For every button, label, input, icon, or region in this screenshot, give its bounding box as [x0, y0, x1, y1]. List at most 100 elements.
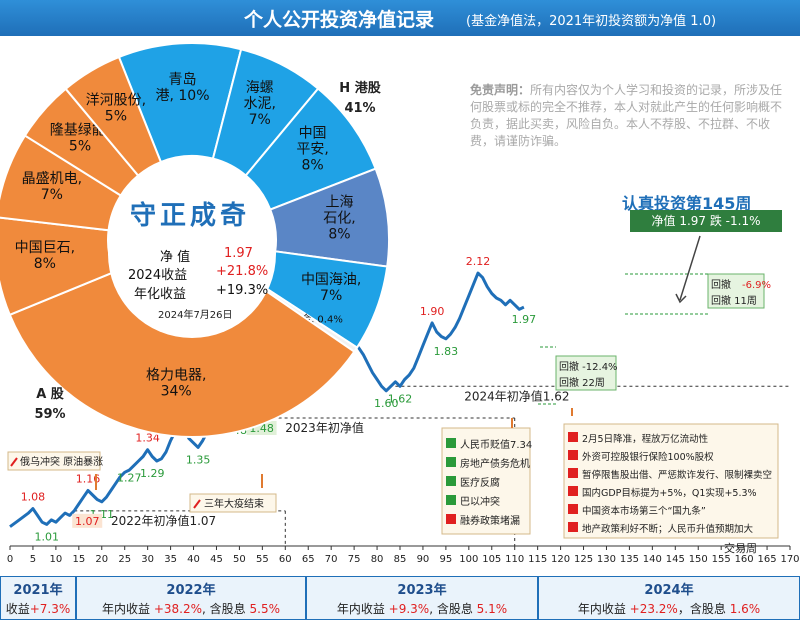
start-2023-label: 2023年初净值 [285, 420, 364, 435]
arrow-down-icon [446, 476, 456, 486]
arrow-up-icon [10, 457, 18, 467]
event-2024-item: 地产政策利好不断；人民币升值预期加大 [582, 523, 754, 535]
x-tick-label: 160 [735, 554, 754, 565]
disclaimer: 免责声明：所有内容仅为个人学习和投资的记录，所涉及任何股票或标的完全不推荐，本人… [470, 82, 788, 150]
arrow-down-icon [446, 457, 456, 467]
h-share-group-pct: 41% [344, 101, 375, 116]
x-tick-label: 50 [233, 554, 246, 565]
trough-value-label: 1.01 [34, 530, 59, 543]
x-tick-label: 155 [712, 554, 731, 565]
arrow-down-icon [446, 495, 456, 505]
ytd-stat: 2024收益 +21.8% [128, 264, 268, 283]
donut-center [108, 170, 276, 338]
ytd-label: 2024收益 [128, 268, 188, 283]
peak-value-label: 1.34 [135, 432, 160, 445]
arrow-up-icon [568, 486, 578, 496]
arrow-down-icon [446, 438, 456, 448]
week-pointer-head [675, 293, 687, 304]
footer-cell-2021: 2021年 收益+7.3% [0, 576, 76, 620]
pie-slice-label: 中国平安, 8% [296, 125, 328, 173]
start-2024-label: 2024年初净值1.62 [464, 388, 569, 403]
event-covid-box [189, 493, 277, 513]
footer-yearly-returns: 2021年 收益+7.3% 2022年 年内收益 +38.2%, 含股息 5.5… [0, 576, 800, 620]
event-2024-item: 外资可控股银行保险100%股权 [582, 451, 714, 463]
motto: 守正成奇 [130, 201, 251, 231]
trough-value-label: 1.83 [434, 345, 459, 358]
page-title: 个人公开投资净值记录 [244, 9, 435, 31]
x-tick-label: 150 [689, 554, 708, 565]
trough-value-label: 1.62 [388, 392, 413, 405]
trough-value-label: 1.60 [374, 397, 399, 410]
footer-return: 收益+7.3% [5, 602, 71, 616]
event-2024-item: 2月5日降准，程放万亿流动性 [582, 433, 709, 445]
arrow-up-icon [568, 468, 578, 478]
chart-canvas: 0 5 10 15 20 25 30 35 40 45 50 55 60 65 70 75 80 85 90 95 10… [0, 42, 800, 565]
pie-slice-label: 中国海油, 7% [301, 272, 361, 304]
pie-slice-label: 格力电器, 34% [146, 368, 206, 400]
nav-value: 1.97 [224, 246, 253, 261]
footer-year: 2024年 [644, 583, 694, 598]
pie-slice [64, 55, 163, 177]
event-covid-label: 三年大疫结束 [204, 497, 264, 510]
x-tick-label: 85 [394, 554, 407, 565]
x-tick-label: 75 [348, 554, 361, 565]
x-tick-label: 140 [643, 554, 662, 565]
event-russia-label: 俄乌冲突 原油暴涨 [20, 455, 103, 468]
x-tick-label: 145 [666, 554, 685, 565]
week-title: 认真投资第145周 [622, 194, 752, 213]
pie-slice-label: 上海石化, 8% [323, 195, 355, 243]
events-2024-box [563, 423, 779, 539]
footer-year: 2021年 [13, 583, 63, 598]
pie-slice-label: 洋河股份, 5% [86, 92, 146, 124]
trough-value-label: 1.35 [186, 453, 211, 466]
x-tick-label: 95 [440, 554, 453, 565]
drawdown-2023-weeks: 回撤 22周 [559, 376, 605, 389]
peak-value-label: 1.16 [76, 472, 101, 485]
event-2024-item: 中国资本市场第三个“国九条” [582, 505, 706, 517]
annual-label: 年化收益 [134, 287, 187, 302]
event-russia-box [7, 451, 101, 471]
footer-cell-2023: 2023年 年内收益 +9.3%, 含股息 5.1% [306, 576, 538, 620]
drawdown-2024-weeks: 回撤 11周 [711, 294, 757, 307]
pie-slice-label: 晶盛机电, 7% [22, 171, 82, 203]
x-tick-label: 115 [528, 554, 547, 565]
x-tick-label: 135 [620, 554, 639, 565]
x-tick-label: 30 [141, 554, 154, 565]
x-tick-label: 80 [371, 554, 384, 565]
event-2023-item: 融券政策堵漏 [460, 514, 520, 527]
nav-stat: 净 值 1.97 [160, 246, 253, 265]
event-2023-item: 人民币贬值7.34 [460, 438, 532, 451]
week-pointer-arrow [679, 235, 701, 301]
trough-value-label: 1.27 [117, 472, 142, 485]
pie-slice-label: 中国巨石, 8% [15, 240, 75, 272]
x-tick-label: 125 [574, 554, 593, 565]
h-share-group-label: H 港股 [339, 80, 380, 96]
pie-slice-label: 隆基绿能, 5% [50, 121, 110, 154]
x-tick-label: 130 [597, 554, 616, 565]
x-tick-label: 55 [256, 554, 269, 565]
footer-return: 年内收益 +38.2%, 含股息 5.5% [102, 602, 280, 616]
trough-value-label: 1.29 [140, 467, 165, 480]
peak-value-label: 1.90 [420, 305, 445, 318]
drawdown-2023-pct: 回撤 -12.4% [559, 360, 618, 373]
footer-return: 年内收益 +23.2%，含股息 1.6% [577, 602, 761, 616]
pie-slice-label: 海螺水泥, 7% [243, 80, 275, 128]
arrow-up-icon [446, 514, 456, 524]
annual-stat: 年化收益 +19.3% [134, 283, 268, 302]
x-tick-label: 105 [482, 554, 501, 565]
start-2022-highlight [72, 513, 103, 528]
x-tick-label: 100 [459, 554, 478, 565]
x-tick-label: 15 [72, 554, 85, 565]
event-2023-item: 房地产债务危机 [460, 457, 530, 470]
peak-value-label: 2.12 [466, 255, 491, 268]
drawdown-2024-pct: -6.9% [742, 280, 771, 291]
drawdown-2024-label: 回撤 [711, 278, 731, 291]
header-bar: 个人公开投资净值记录 (基金净值法，2021年初投资额为净值 1.0) [0, 0, 800, 36]
x-tick-label: 110 [505, 554, 524, 565]
arrow-up-icon [568, 522, 578, 532]
x-tick-label: 20 [95, 554, 108, 565]
x-tick-label: 60 [279, 554, 292, 565]
footer-cell-2022: 2022年 年内收益 +38.2%, 含股息 5.5% [76, 576, 306, 620]
page-subtitle: (基金净值法，2021年初投资额为净值 1.0) [466, 14, 717, 29]
trough-value-label: 1.97 [512, 313, 537, 326]
